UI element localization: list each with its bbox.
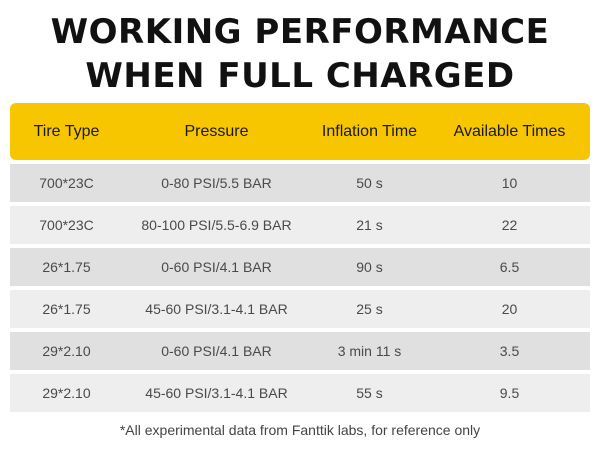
cell-available-times: 9.5 <box>499 385 520 401</box>
footnote: *All experimental data from Fanttik labs… <box>119 422 481 438</box>
cell-tire-type: 29*2.10 <box>42 343 91 359</box>
table-row: 700*23C 80-100 PSI/5.5-6.9 BAR 21 s 22 <box>10 206 590 244</box>
cell-available-times: 22 <box>501 217 518 233</box>
table-header-row: Tire Type Pressure Inflation Time Availa… <box>10 103 590 160</box>
cell-available-times: 20 <box>501 301 518 317</box>
title-line-2: WHEN FULL CHARGED <box>85 56 515 96</box>
cell-available-times: 6.5 <box>499 259 520 275</box>
cell-pressure: 45-60 PSI/3.1-4.1 BAR <box>145 301 288 317</box>
cell-inflation-time: 25 s <box>356 301 383 317</box>
header-inflation-time: Inflation Time <box>321 122 418 140</box>
table-row: 700*23C 0-80 PSI/5.5 BAR 50 s 10 <box>10 164 590 202</box>
cell-available-times: 10 <box>501 175 518 191</box>
cell-inflation-time: 55 s <box>356 385 383 401</box>
cell-inflation-time: 3 min 11 s <box>337 343 402 359</box>
cell-pressure: 80-100 PSI/5.5-6.9 BAR <box>141 217 292 233</box>
cell-tire-type: 700*23C <box>39 217 94 233</box>
cell-tire-type: 29*2.10 <box>42 385 91 401</box>
header-available-times: Available Times <box>453 122 566 140</box>
table-row: 26*1.75 45-60 PSI/3.1-4.1 BAR 25 s 20 <box>10 290 590 328</box>
cell-pressure: 0-60 PSI/4.1 BAR <box>161 259 272 275</box>
table-row: 29*2.10 0-60 PSI/4.1 BAR 3 min 11 s 3.5 <box>10 332 590 370</box>
cell-tire-type: 26*1.75 <box>42 259 91 275</box>
page-title: WORKING PERFORMANCE WHEN FULL CHARGED <box>0 10 600 98</box>
cell-pressure: 0-60 PSI/4.1 BAR <box>161 343 272 359</box>
header-pressure: Pressure <box>184 122 249 140</box>
cell-available-times: 3.5 <box>499 343 520 359</box>
cell-inflation-time: 21 s <box>356 217 383 233</box>
cell-inflation-time: 90 s <box>356 259 383 275</box>
cell-inflation-time: 50 s <box>356 175 383 191</box>
cell-tire-type: 26*1.75 <box>42 301 91 317</box>
header-tire-type: Tire Type <box>33 122 100 140</box>
table-row: 29*2.10 45-60 PSI/3.1-4.1 BAR 55 s 9.5 <box>10 374 590 412</box>
title-line-1: WORKING PERFORMANCE <box>50 12 550 52</box>
cell-pressure: 0-80 PSI/5.5 BAR <box>161 175 272 191</box>
cell-pressure: 45-60 PSI/3.1-4.1 BAR <box>145 385 288 401</box>
table-row: 26*1.75 0-60 PSI/4.1 BAR 90 s 6.5 <box>10 248 590 286</box>
performance-table: Tire Type Pressure Inflation Time Availa… <box>10 103 590 412</box>
cell-tire-type: 700*23C <box>39 175 94 191</box>
